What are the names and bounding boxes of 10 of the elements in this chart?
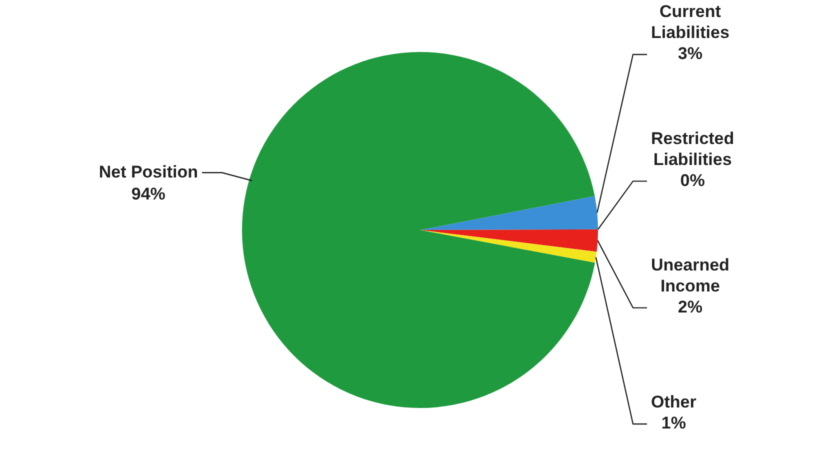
category-label: Restricted Liabilities	[651, 128, 734, 169]
slice-label: Unearned Income	[650, 256, 730, 296]
slice-label: Other	[651, 392, 697, 412]
slice-label: Net Position	[98, 162, 198, 182]
data-label: 1%	[661, 414, 686, 433]
slice-label: Current Liabilities	[650, 2, 730, 42]
data-label: 94%	[131, 184, 166, 204]
data-label: 3%	[678, 44, 702, 64]
text: 0%	[680, 170, 705, 190]
data-label: 2%	[678, 298, 702, 317]
